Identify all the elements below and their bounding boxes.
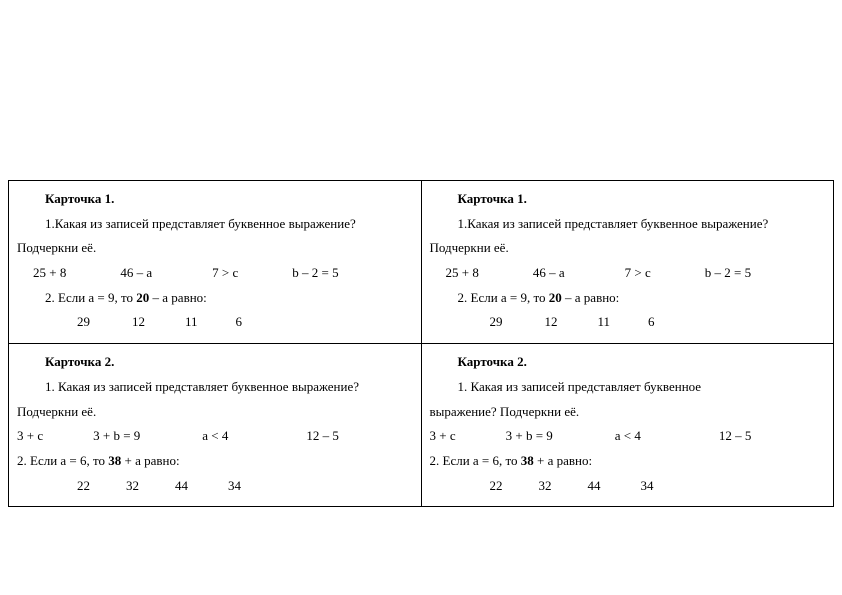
question-1-line2: Подчеркни её. (17, 236, 413, 261)
expression-item: 7 > с (212, 261, 238, 286)
answer-row: 29 12 11 6 (430, 310, 826, 335)
card-title: Карточка 1. (430, 187, 826, 212)
answer-item: 34 (228, 474, 241, 499)
q2-prefix: 2. Если а = 6, то (17, 453, 108, 468)
answer-item: 11 (185, 310, 198, 335)
answer-item: 6 (236, 310, 243, 335)
page: Карточка 1. 1.Какая из записей представл… (0, 0, 842, 595)
answer-item: 29 (77, 310, 90, 335)
card-title: Карточка 2. (430, 350, 826, 375)
expression-item: а < 4 (202, 424, 228, 449)
question-1-line1: 1. Какая из записей представляет буквенн… (430, 375, 826, 400)
expression-item: 46 – а (533, 261, 565, 286)
q2-prefix: 2. Если а = 9, то (458, 290, 549, 305)
answer-row: 22 32 44 34 (17, 474, 413, 499)
expression-item: 3 + b = 9 (93, 424, 140, 449)
answer-row: 29 12 11 6 (17, 310, 413, 335)
question-1-line2: выражение? Подчеркни её. (430, 400, 826, 425)
q2-suffix: + а равно: (534, 453, 592, 468)
expression-item: 46 – а (120, 261, 152, 286)
question-1-line2: Подчеркни её. (430, 236, 826, 261)
question-2: 2. Если а = 6, то 38 + а равно: (430, 449, 826, 474)
answer-item: 11 (598, 310, 611, 335)
answer-item: 12 (545, 310, 558, 335)
card-title: Карточка 1. (17, 187, 413, 212)
question-2: 2. Если а = 9, то 20 – а равно: (17, 286, 413, 311)
answer-item: 29 (490, 310, 503, 335)
answer-item: 22 (77, 474, 90, 499)
expression-item: а < 4 (615, 424, 641, 449)
cell-top-left: Карточка 1. 1.Какая из записей представл… (9, 181, 422, 344)
expression-item: b – 2 = 5 (705, 261, 751, 286)
q2-prefix: 2. Если а = 6, то (430, 453, 521, 468)
answer-item: 22 (490, 474, 503, 499)
expression-item: 3 + b = 9 (506, 424, 553, 449)
answer-item: 34 (641, 474, 654, 499)
question-1-line2: Подчеркни её. (17, 400, 413, 425)
q2-bold: 38 (521, 453, 534, 468)
expression-item: 3 + с (17, 424, 43, 449)
q2-bold: 20 (136, 290, 149, 305)
answer-item: 44 (175, 474, 188, 499)
q2-suffix: + а равно: (121, 453, 179, 468)
question-1-line1: 1.Какая из записей представляет буквенно… (430, 212, 826, 237)
question-2: 2. Если а = 9, то 20 – а равно: (430, 286, 826, 311)
cell-bottom-right: Карточка 2. 1. Какая из записей представ… (421, 344, 834, 507)
expression-item: 12 – 5 (719, 424, 752, 449)
expression-item: 12 – 5 (306, 424, 339, 449)
cell-bottom-left: Карточка 2. 1. Какая из записей представ… (9, 344, 422, 507)
answer-item: 44 (588, 474, 601, 499)
q2-prefix: 2. Если а = 9, то (45, 290, 136, 305)
question-2: 2. Если а = 6, то 38 + а равно: (17, 449, 413, 474)
expression-item: 25 + 8 (33, 261, 66, 286)
expression-item: b – 2 = 5 (292, 261, 338, 286)
expression-row: 25 + 8 46 – а 7 > с b – 2 = 5 (17, 261, 413, 286)
answer-item: 32 (539, 474, 552, 499)
expression-item: 3 + с (430, 424, 456, 449)
card-title: Карточка 2. (17, 350, 413, 375)
q2-bold: 20 (549, 290, 562, 305)
question-1-line1: 1. Какая из записей представляет буквенн… (17, 375, 413, 400)
card-grid: Карточка 1. 1.Какая из записей представл… (8, 180, 834, 507)
answer-item: 12 (132, 310, 145, 335)
expression-row: 25 + 8 46 – а 7 > с b – 2 = 5 (430, 261, 826, 286)
expression-item: 7 > с (625, 261, 651, 286)
q2-suffix: – а равно: (149, 290, 207, 305)
question-1-line1: 1.Какая из записей представляет буквенно… (17, 212, 413, 237)
expression-item: 25 + 8 (446, 261, 479, 286)
answer-row: 22 32 44 34 (430, 474, 826, 499)
q2-suffix: – а равно: (562, 290, 620, 305)
answer-item: 32 (126, 474, 139, 499)
expression-row: 3 + с 3 + b = 9 а < 4 12 – 5 (17, 424, 413, 449)
expression-row: 3 + с 3 + b = 9 а < 4 12 – 5 (430, 424, 826, 449)
q2-bold: 38 (108, 453, 121, 468)
cell-top-right: Карточка 1. 1.Какая из записей представл… (421, 181, 834, 344)
answer-item: 6 (648, 310, 655, 335)
